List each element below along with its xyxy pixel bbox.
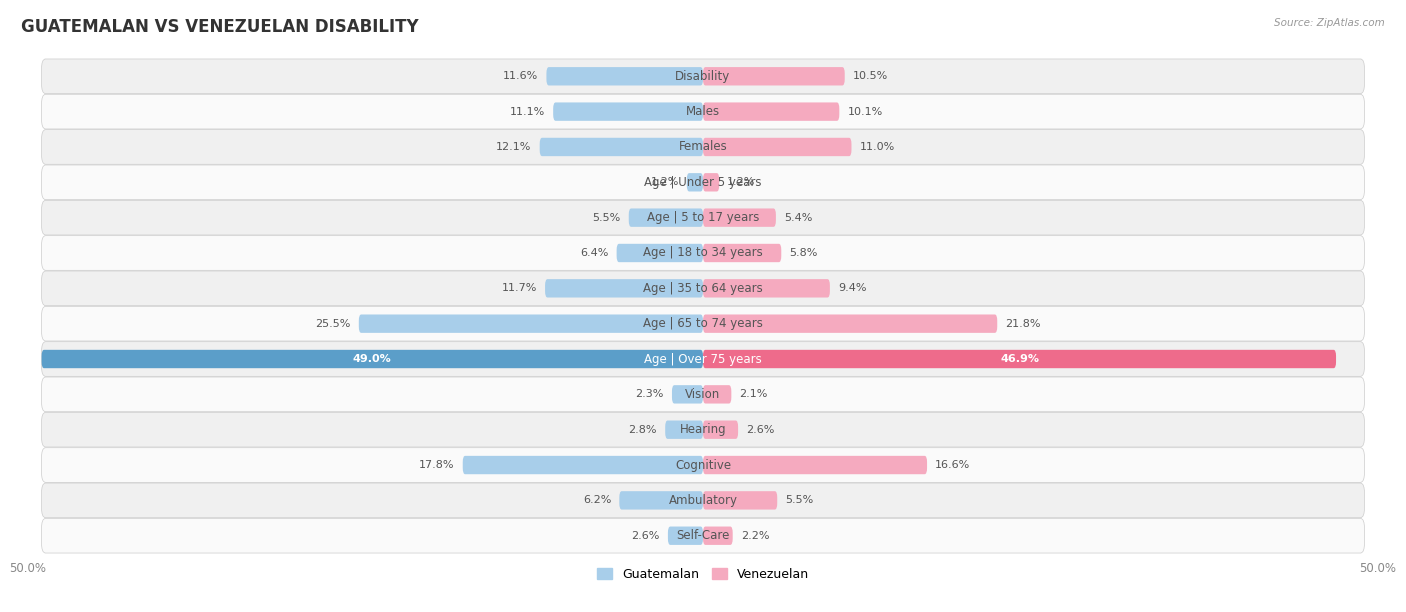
FancyBboxPatch shape bbox=[553, 102, 703, 121]
Text: 2.6%: 2.6% bbox=[747, 425, 775, 435]
Text: Cognitive: Cognitive bbox=[675, 458, 731, 471]
Text: Self-Care: Self-Care bbox=[676, 529, 730, 542]
Text: 6.2%: 6.2% bbox=[583, 495, 612, 506]
FancyBboxPatch shape bbox=[547, 67, 703, 86]
Text: 2.3%: 2.3% bbox=[636, 389, 664, 400]
FancyBboxPatch shape bbox=[42, 483, 1364, 518]
Text: Source: ZipAtlas.com: Source: ZipAtlas.com bbox=[1274, 18, 1385, 28]
FancyBboxPatch shape bbox=[686, 173, 703, 192]
FancyBboxPatch shape bbox=[703, 244, 782, 262]
FancyBboxPatch shape bbox=[703, 173, 720, 192]
Text: 10.5%: 10.5% bbox=[853, 71, 889, 81]
FancyBboxPatch shape bbox=[42, 448, 1364, 482]
FancyBboxPatch shape bbox=[617, 244, 703, 262]
Text: 25.5%: 25.5% bbox=[315, 319, 350, 329]
FancyBboxPatch shape bbox=[42, 518, 1364, 553]
FancyBboxPatch shape bbox=[703, 420, 738, 439]
Text: 9.4%: 9.4% bbox=[838, 283, 866, 293]
Text: 17.8%: 17.8% bbox=[419, 460, 454, 470]
FancyBboxPatch shape bbox=[703, 350, 1336, 368]
Text: Females: Females bbox=[679, 141, 727, 154]
Text: 2.1%: 2.1% bbox=[740, 389, 768, 400]
FancyBboxPatch shape bbox=[42, 350, 703, 368]
Text: Age | 35 to 64 years: Age | 35 to 64 years bbox=[643, 282, 763, 295]
FancyBboxPatch shape bbox=[703, 315, 997, 333]
FancyBboxPatch shape bbox=[703, 279, 830, 297]
FancyBboxPatch shape bbox=[703, 209, 776, 227]
FancyBboxPatch shape bbox=[703, 385, 731, 403]
Text: 16.6%: 16.6% bbox=[935, 460, 970, 470]
Legend: Guatemalan, Venezuelan: Guatemalan, Venezuelan bbox=[592, 563, 814, 586]
FancyBboxPatch shape bbox=[619, 491, 703, 510]
Text: 21.8%: 21.8% bbox=[1005, 319, 1040, 329]
Text: 11.6%: 11.6% bbox=[503, 71, 538, 81]
Text: Disability: Disability bbox=[675, 70, 731, 83]
FancyBboxPatch shape bbox=[42, 271, 1364, 305]
Text: 49.0%: 49.0% bbox=[353, 354, 392, 364]
Text: 10.1%: 10.1% bbox=[848, 106, 883, 117]
FancyBboxPatch shape bbox=[42, 307, 1364, 341]
Text: 12.1%: 12.1% bbox=[496, 142, 531, 152]
Text: 2.2%: 2.2% bbox=[741, 531, 769, 541]
FancyBboxPatch shape bbox=[42, 236, 1364, 271]
Text: 11.0%: 11.0% bbox=[859, 142, 894, 152]
Text: Ambulatory: Ambulatory bbox=[668, 494, 738, 507]
FancyBboxPatch shape bbox=[703, 67, 845, 86]
Text: 2.6%: 2.6% bbox=[631, 531, 659, 541]
FancyBboxPatch shape bbox=[668, 526, 703, 545]
Text: 11.7%: 11.7% bbox=[502, 283, 537, 293]
FancyBboxPatch shape bbox=[703, 138, 852, 156]
Text: 6.4%: 6.4% bbox=[581, 248, 609, 258]
Text: 5.4%: 5.4% bbox=[785, 212, 813, 223]
FancyBboxPatch shape bbox=[42, 130, 1364, 164]
FancyBboxPatch shape bbox=[359, 315, 703, 333]
Text: GUATEMALAN VS VENEZUELAN DISABILITY: GUATEMALAN VS VENEZUELAN DISABILITY bbox=[21, 18, 419, 36]
Text: Age | Under 5 years: Age | Under 5 years bbox=[644, 176, 762, 189]
Text: Vision: Vision bbox=[685, 388, 721, 401]
FancyBboxPatch shape bbox=[665, 420, 703, 439]
FancyBboxPatch shape bbox=[42, 377, 1364, 412]
FancyBboxPatch shape bbox=[703, 491, 778, 510]
Text: Males: Males bbox=[686, 105, 720, 118]
Text: 5.5%: 5.5% bbox=[786, 495, 814, 506]
Text: 46.9%: 46.9% bbox=[1000, 354, 1039, 364]
FancyBboxPatch shape bbox=[42, 200, 1364, 235]
FancyBboxPatch shape bbox=[703, 102, 839, 121]
FancyBboxPatch shape bbox=[540, 138, 703, 156]
FancyBboxPatch shape bbox=[42, 165, 1364, 200]
FancyBboxPatch shape bbox=[42, 412, 1364, 447]
Text: Age | Over 75 years: Age | Over 75 years bbox=[644, 353, 762, 365]
Text: 2.8%: 2.8% bbox=[628, 425, 657, 435]
FancyBboxPatch shape bbox=[42, 341, 1364, 376]
FancyBboxPatch shape bbox=[628, 209, 703, 227]
Text: 5.5%: 5.5% bbox=[592, 212, 620, 223]
FancyBboxPatch shape bbox=[703, 526, 733, 545]
Text: Age | 5 to 17 years: Age | 5 to 17 years bbox=[647, 211, 759, 224]
Text: 11.1%: 11.1% bbox=[510, 106, 546, 117]
Text: Age | 18 to 34 years: Age | 18 to 34 years bbox=[643, 247, 763, 259]
Text: 1.2%: 1.2% bbox=[727, 177, 755, 187]
FancyBboxPatch shape bbox=[546, 279, 703, 297]
Text: Age | 65 to 74 years: Age | 65 to 74 years bbox=[643, 317, 763, 330]
FancyBboxPatch shape bbox=[463, 456, 703, 474]
FancyBboxPatch shape bbox=[42, 94, 1364, 129]
Text: Hearing: Hearing bbox=[679, 423, 727, 436]
FancyBboxPatch shape bbox=[703, 456, 927, 474]
FancyBboxPatch shape bbox=[42, 59, 1364, 94]
Text: 5.8%: 5.8% bbox=[789, 248, 818, 258]
Text: 1.2%: 1.2% bbox=[651, 177, 679, 187]
FancyBboxPatch shape bbox=[672, 385, 703, 403]
